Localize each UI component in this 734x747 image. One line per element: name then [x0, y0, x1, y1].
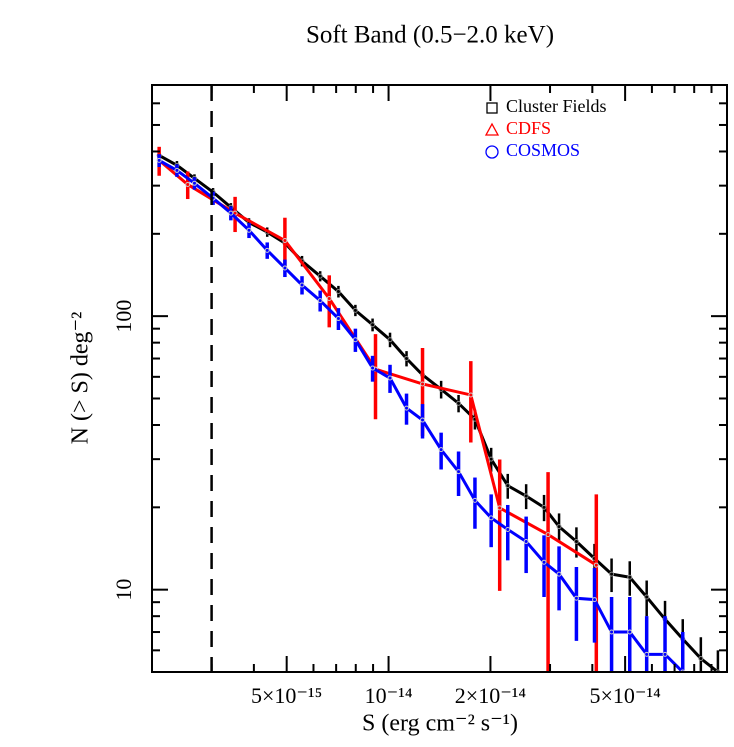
data-point: [573, 595, 579, 601]
data-point: [370, 365, 376, 371]
data-point: [662, 651, 668, 657]
data-point: [627, 574, 633, 580]
data-point: [545, 532, 551, 538]
legend-marker: [486, 102, 498, 114]
legend-label: CDFS: [506, 118, 551, 138]
y-tick-label: 10: [111, 579, 136, 601]
x-tick-label: 2×10⁻¹⁴: [455, 683, 527, 708]
data-point: [523, 493, 529, 499]
data-point: [627, 629, 633, 635]
data-point: [420, 381, 426, 387]
data-point: [387, 337, 393, 343]
data-point: [370, 322, 376, 328]
data-point: [698, 656, 704, 662]
plot-area: [156, 146, 721, 672]
data-point: [456, 400, 462, 406]
data-point: [264, 247, 270, 253]
data-point: [472, 497, 478, 503]
data-point: [156, 157, 162, 163]
data-point: [246, 227, 252, 233]
data-point: [185, 181, 191, 187]
data-point: [352, 337, 358, 343]
y-axis-label: N (> S) deg⁻²: [68, 312, 94, 445]
data-point: [438, 447, 444, 453]
x-tick-label: 5×10⁻¹⁵: [251, 683, 322, 708]
data-point: [644, 594, 650, 600]
data-point: [282, 238, 288, 244]
data-point: [497, 505, 503, 511]
y-tick-label: 100: [111, 300, 136, 333]
data-point: [404, 356, 410, 362]
data-point: [420, 417, 426, 423]
x-tick-label: 5×10⁻¹⁴: [589, 683, 661, 708]
data-point: [317, 298, 323, 304]
data-point: [715, 669, 721, 672]
series-line: [158, 159, 598, 567]
data-point: [541, 559, 547, 565]
data-point: [174, 167, 180, 173]
data-point: [644, 651, 650, 657]
data-point: [523, 538, 529, 544]
data-point: [556, 524, 562, 530]
series-line: [158, 154, 719, 672]
data-point: [505, 483, 511, 489]
x-axis-label: S (erg cm⁻² s⁻¹): [362, 711, 518, 737]
legend-marker: [485, 145, 499, 159]
data-point: [299, 282, 305, 288]
data-point: [352, 307, 358, 313]
data-point: [541, 504, 547, 510]
data-point: [326, 296, 332, 302]
data-point: [317, 273, 323, 279]
data-point: [592, 597, 598, 603]
x-tick-label: 10⁻¹⁴: [365, 683, 413, 708]
data-point: [609, 571, 615, 577]
data-point: [609, 629, 615, 635]
data-point: [456, 469, 462, 475]
data-point: [404, 405, 410, 411]
legend-marker: [484, 122, 500, 136]
data-point: [573, 538, 579, 544]
data-point: [387, 375, 393, 381]
data-point: [228, 210, 234, 216]
data-point: [488, 456, 494, 462]
data-point: [282, 265, 288, 271]
data-point: [593, 562, 599, 568]
data-point: [488, 515, 494, 521]
data-point: [335, 316, 341, 322]
legend-label: COSMOS: [506, 140, 580, 160]
data-point: [335, 289, 341, 295]
plot-frame: [151, 84, 728, 673]
legend-label: Cluster Fields: [506, 96, 607, 116]
data-point: [680, 669, 686, 672]
chart-title: Soft Band (0.5−2.0 keV): [306, 22, 554, 49]
data-point: [468, 392, 474, 398]
data-point: [191, 180, 197, 186]
data-point: [505, 526, 511, 532]
data-point: [556, 571, 562, 577]
